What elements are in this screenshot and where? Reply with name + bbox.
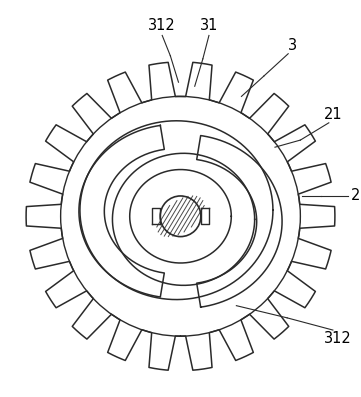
Text: 3: 3 xyxy=(288,38,297,53)
Text: 2: 2 xyxy=(351,189,360,203)
Text: 21: 21 xyxy=(323,107,342,122)
Text: 31: 31 xyxy=(200,18,218,33)
Text: 312: 312 xyxy=(148,18,176,33)
Text: 312: 312 xyxy=(324,331,352,346)
